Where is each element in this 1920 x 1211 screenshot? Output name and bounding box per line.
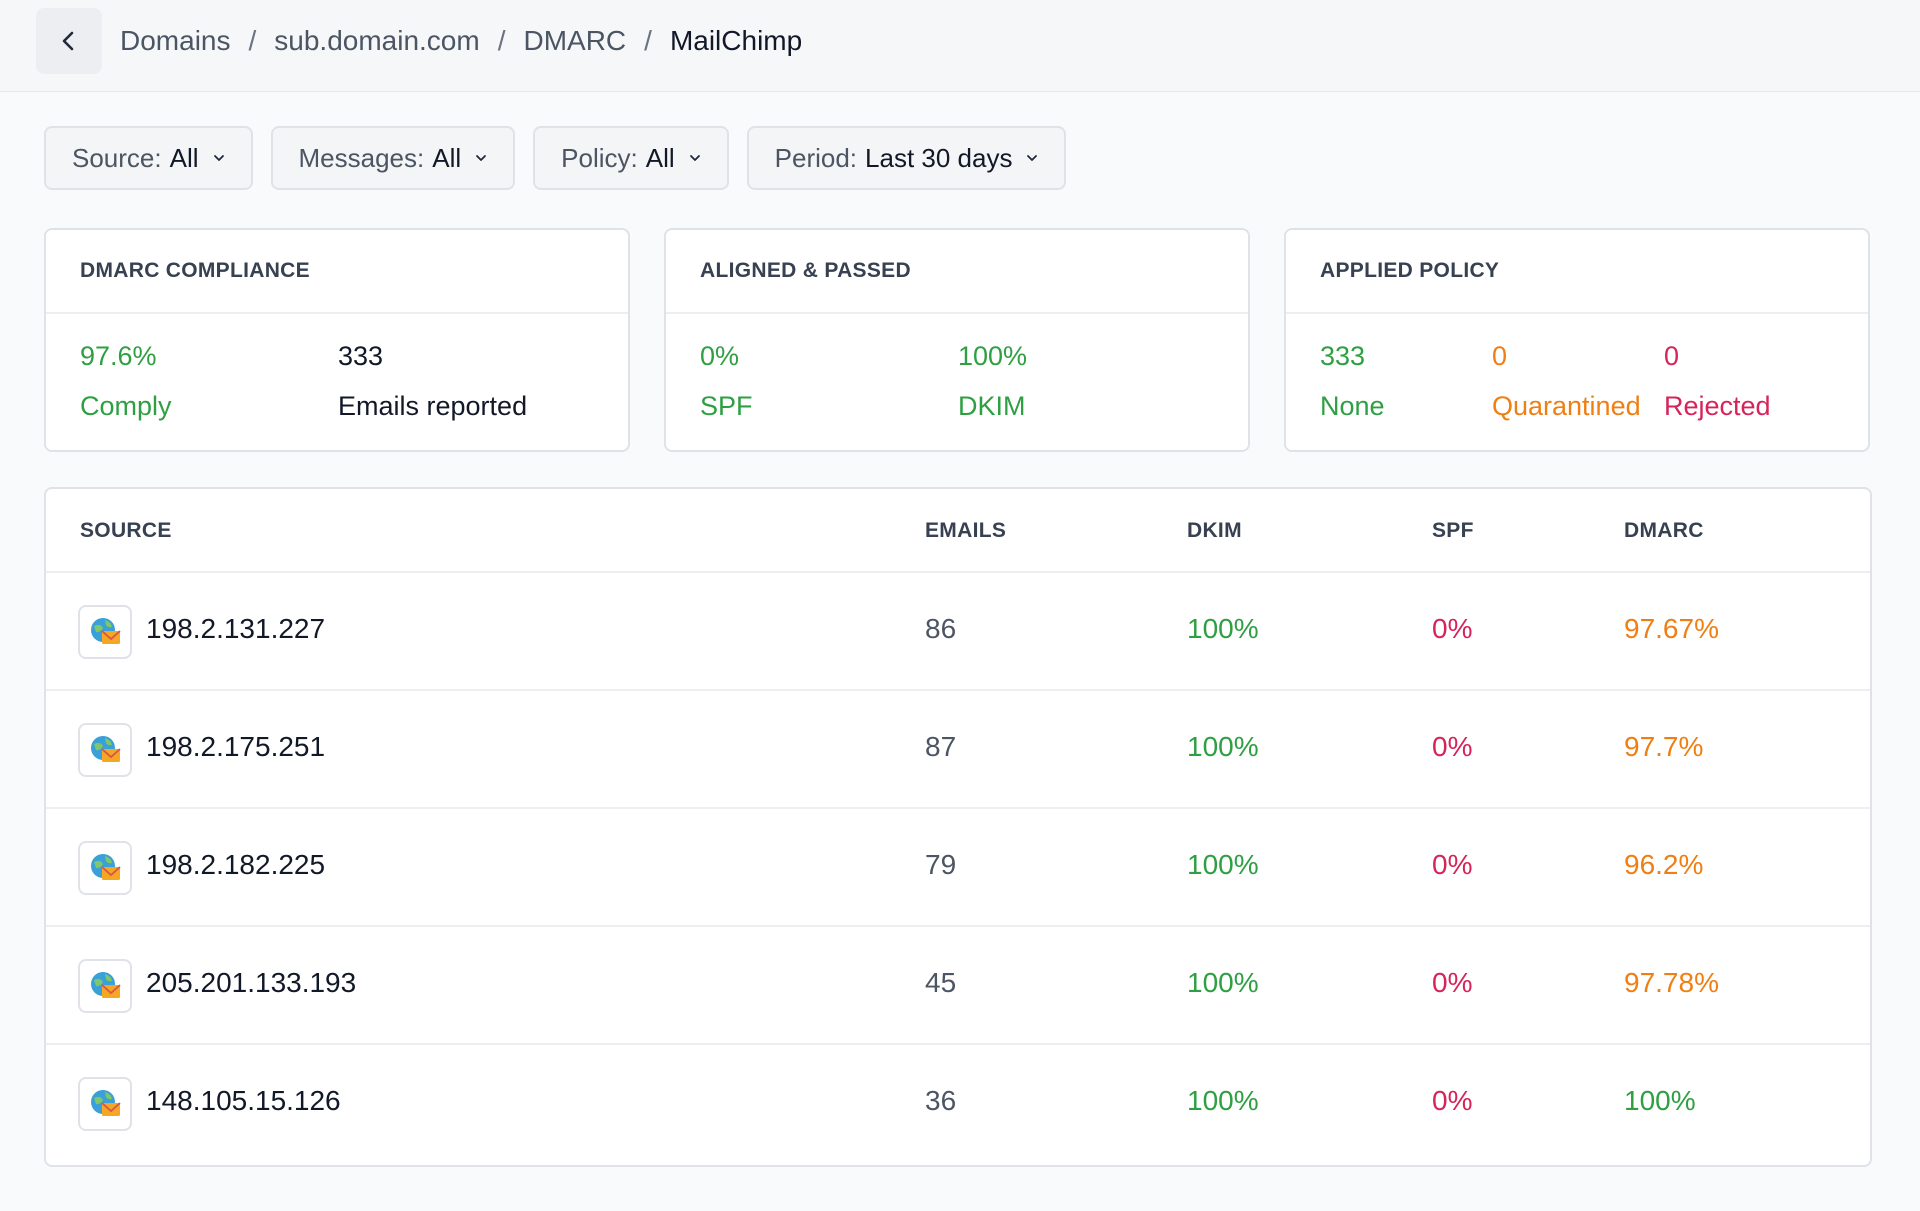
- policy-filter[interactable]: Policy: All: [533, 126, 729, 190]
- chevron-down-icon: [689, 155, 700, 161]
- column-header-source[interactable]: SOURCE: [80, 519, 172, 542]
- breadcrumb-dmarc[interactable]: DMARC: [523, 25, 627, 56]
- card-title: APPLIED POLICY: [1286, 230, 1868, 314]
- main-content: Source: All Messages: All Policy: All Pe…: [0, 92, 1920, 1211]
- none-stat: 333 None: [1320, 338, 1385, 424]
- dkim-value: 100%: [958, 341, 1028, 371]
- filter-value: All: [169, 142, 199, 173]
- comply-value: 97.6%: [80, 341, 157, 371]
- period-filter[interactable]: Period: Last 30 days: [746, 126, 1067, 190]
- dkim-stat: 100% DKIM: [958, 338, 1027, 424]
- spf-rate: 0%: [1432, 1085, 1473, 1116]
- chevron-left-icon: [62, 31, 74, 51]
- filter-value: Last 30 days: [865, 142, 1013, 173]
- comply-label: Comply: [80, 391, 172, 421]
- table-row[interactable]: 198.2.131.227 86 100% 0% 97.67%: [46, 573, 1870, 691]
- breadcrumb: Domains / sub.domain.com / DMARC / MailC…: [120, 22, 802, 60]
- top-bar: Domains / sub.domain.com / DMARC / MailC…: [0, 0, 1920, 92]
- rejected-value: 0: [1664, 341, 1680, 371]
- card-title: ALIGNED & PASSED: [666, 230, 1248, 314]
- dkim-rate: 100%: [1187, 731, 1259, 762]
- breadcrumb-current: MailChimp: [669, 25, 803, 56]
- emails-reported-label: Emails reported: [338, 391, 528, 421]
- dkim-rate: 100%: [1187, 613, 1259, 644]
- source-ip: 198.2.175.251: [146, 731, 326, 762]
- source-ip: 148.105.15.126: [146, 1085, 341, 1116]
- chevron-down-icon: [213, 155, 224, 161]
- rejected-label: Rejected: [1664, 391, 1771, 421]
- emails-count: 36: [925, 1085, 957, 1116]
- filter-label: Messages:: [298, 142, 425, 173]
- dmarc-rate: 100%: [1624, 1085, 1696, 1116]
- emails-count: 79: [925, 849, 957, 880]
- spf-rate: 0%: [1432, 731, 1473, 762]
- column-header-dkim[interactable]: DKIM: [1187, 519, 1242, 542]
- source-ip: 205.201.133.193: [146, 967, 357, 998]
- emails-count: 86: [925, 613, 957, 644]
- filter-value: All: [432, 142, 462, 173]
- none-label: None: [1320, 391, 1385, 421]
- mail-server-globe-icon: [78, 1077, 132, 1131]
- column-header-emails[interactable]: EMAILS: [925, 519, 1007, 542]
- spf-label: SPF: [700, 391, 753, 421]
- emails-count: 87: [925, 731, 957, 762]
- dkim-rate: 100%: [1187, 849, 1259, 880]
- source-ip: 198.2.182.225: [146, 849, 326, 880]
- mail-server-globe-icon: [78, 959, 132, 1013]
- breadcrumb-separator: /: [644, 25, 652, 56]
- chevron-down-icon: [1027, 155, 1038, 161]
- card-title: DMARC COMPLIANCE: [46, 230, 628, 314]
- back-button[interactable]: [36, 8, 102, 74]
- spf-rate: 0%: [1432, 613, 1473, 644]
- mail-server-globe-icon: [78, 841, 132, 895]
- spf-stat: 0% SPF: [700, 338, 753, 424]
- spf-value: 0%: [700, 341, 740, 371]
- filter-value: All: [645, 142, 675, 173]
- mail-server-globe-icon: [78, 605, 132, 659]
- table-row[interactable]: 148.105.15.126 36 100% 0% 100%: [46, 1045, 1870, 1163]
- column-header-spf[interactable]: SPF: [1432, 519, 1474, 542]
- quarantined-value: 0: [1492, 341, 1508, 371]
- breadcrumb-separator: /: [497, 25, 506, 56]
- dkim-rate: 100%: [1187, 967, 1259, 998]
- emails-count: 45: [925, 967, 957, 998]
- applied-policy-card: APPLIED POLICY 333 None 0 Quarantined 0 …: [1284, 228, 1870, 452]
- source-filter[interactable]: Source: All: [44, 126, 253, 190]
- filter-bar: Source: All Messages: All Policy: All Pe…: [44, 126, 1067, 190]
- dmarc-rate: 97.78%: [1624, 967, 1719, 998]
- dmarc-rate: 96.2%: [1624, 849, 1704, 880]
- dmarc-rate: 97.7%: [1624, 731, 1704, 762]
- emails-reported-stat: 333 Emails reported: [338, 338, 527, 424]
- column-header-dmarc[interactable]: DMARC: [1624, 519, 1704, 542]
- source-ip: 198.2.131.227: [146, 613, 326, 644]
- emails-reported-value: 333: [338, 341, 384, 371]
- table-row[interactable]: 205.201.133.193 45 100% 0% 97.78%: [46, 927, 1870, 1045]
- table-row[interactable]: 198.2.182.225 79 100% 0% 96.2%: [46, 809, 1870, 927]
- comply-stat: 97.6% Comply: [80, 338, 172, 424]
- summary-cards: DMARC COMPLIANCE 97.6% Comply 333 Emails…: [44, 228, 1870, 452]
- breadcrumb-domains[interactable]: Domains: [120, 25, 231, 56]
- mail-server-globe-icon: [78, 723, 132, 777]
- dkim-label: DKIM: [958, 391, 1026, 421]
- table-row[interactable]: 198.2.175.251 87 100% 0% 97.7%: [46, 691, 1870, 809]
- spf-rate: 0%: [1432, 967, 1473, 998]
- dmarc-compliance-card: DMARC COMPLIANCE 97.6% Comply 333 Emails…: [44, 228, 630, 452]
- quarantined-label: Quarantined: [1492, 391, 1641, 421]
- aligned-passed-card: ALIGNED & PASSED 0% SPF 100% DKIM: [664, 228, 1250, 452]
- quarantined-stat: 0 Quarantined: [1492, 338, 1641, 424]
- rejected-stat: 0 Rejected: [1664, 338, 1771, 424]
- filter-label: Source:: [72, 142, 162, 173]
- chevron-down-icon: [476, 155, 487, 161]
- filter-label: Period:: [774, 142, 858, 173]
- spf-rate: 0%: [1432, 849, 1473, 880]
- breadcrumb-separator: /: [248, 25, 257, 56]
- sources-table: SOURCE EMAILS DKIM SPF DMARC 198.2.131.2…: [44, 487, 1872, 1167]
- breadcrumb-subdomain[interactable]: sub.domain.com: [274, 25, 480, 56]
- dkim-rate: 100%: [1187, 1085, 1259, 1116]
- none-value: 333: [1320, 341, 1366, 371]
- messages-filter[interactable]: Messages: All: [270, 126, 516, 190]
- table-header: SOURCE EMAILS DKIM SPF DMARC: [46, 489, 1870, 573]
- dmarc-rate: 97.67%: [1624, 613, 1719, 644]
- filter-label: Policy:: [561, 142, 638, 173]
